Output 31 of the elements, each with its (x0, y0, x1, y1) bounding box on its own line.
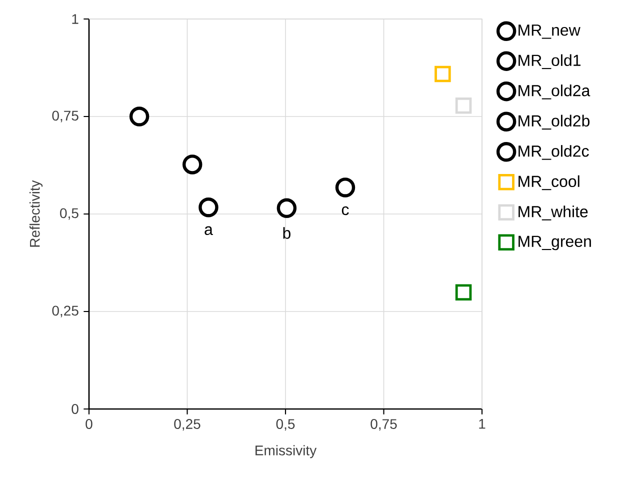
annotation: a (204, 226, 213, 236)
legend-label: MR_new (518, 24, 580, 39)
point (129, 106, 150, 126)
point (182, 154, 202, 174)
legend-label: MR_green (518, 236, 591, 250)
annotation: b (283, 227, 290, 239)
y-axis-title: Reflectivity (30, 180, 43, 247)
x-tick-label: 0,75 (370, 419, 397, 431)
legend-label: MR_white (518, 206, 588, 220)
point (198, 198, 218, 218)
point (455, 97, 472, 114)
x-tick-label: 0 (86, 419, 92, 429)
legend-label: MR_old2a (518, 84, 590, 100)
point (335, 178, 356, 198)
point (455, 284, 472, 301)
annotation: c (342, 206, 349, 216)
y-tick-label: 0,5 (60, 208, 78, 220)
y-tick-label: 0 (72, 404, 78, 414)
x-tick-label: 0,25 (174, 419, 200, 431)
y-tick-label: 0,25 (52, 306, 78, 318)
x-axis-title: Emissivity (256, 445, 317, 458)
x-tick-label: 0,5 (276, 419, 295, 431)
y-tick-label: 0,75 (52, 110, 78, 122)
x-tick-label: 1 (479, 419, 486, 429)
y-tick-label: 1 (72, 14, 78, 24)
legend-label: MR_old1 (518, 54, 580, 70)
point (276, 198, 297, 218)
point (434, 66, 451, 82)
legend-label: MR_old2c (518, 145, 589, 160)
legend-label: MR_old2b (518, 114, 590, 130)
legend-label: MR_cool (518, 175, 580, 190)
